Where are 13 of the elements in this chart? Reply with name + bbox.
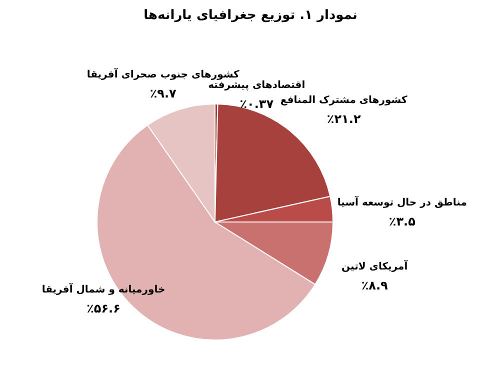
slice-label: اقتصادهای پیشرفته [208,80,306,92]
data-label: ٪۵۶.۶ [86,301,120,316]
data-label: ٪۰.۳۷ [240,97,274,112]
chart-title: نمودار ۱. توزیع جغرافیای یارانه‌ها [144,8,358,23]
slice-label: مناطق در حال توسعه آسیا [337,196,467,209]
slice-label: کشورهای جنوب صحرای آفریقا [86,67,240,80]
slice-label: آمریکای لاتین [342,260,408,273]
slice-label: خاورمیانه و شمال آفریقا [42,282,166,296]
slice-label: کشورهای مشترک المنافع [280,94,408,106]
data-label: ٪۳.۵ [388,214,416,229]
data-label: ٪۲۱.۲ [326,112,362,126]
data-label: ٪۹.۷ [150,86,178,100]
data-label: ٪۸.۹ [361,278,389,293]
